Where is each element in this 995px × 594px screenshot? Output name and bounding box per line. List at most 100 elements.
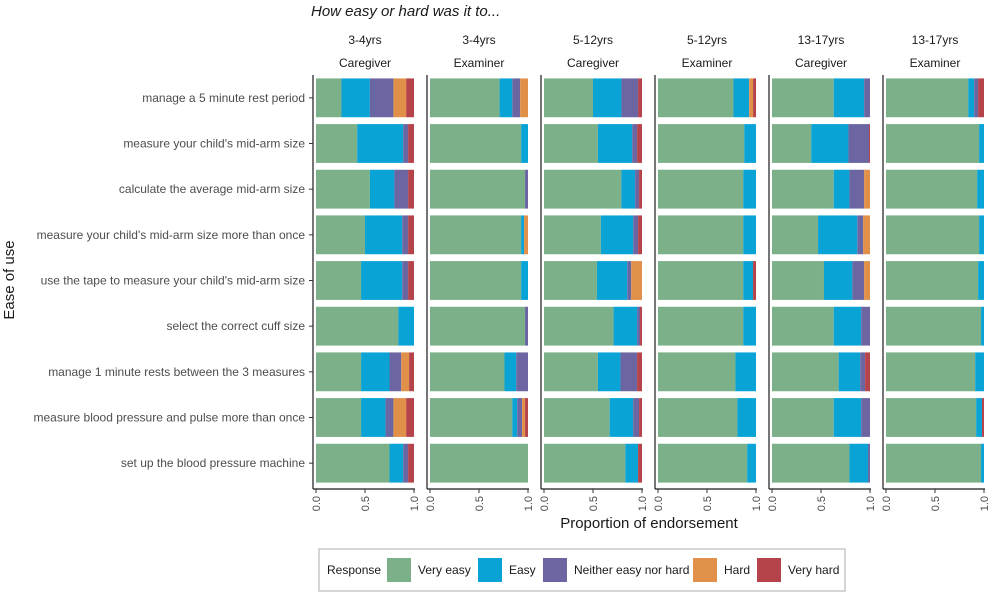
x-tick-label: 0.0 [425, 496, 437, 511]
bar-segment [744, 124, 756, 163]
bar-segment [658, 78, 734, 118]
bar-segment [849, 443, 869, 483]
bar-segment [361, 398, 386, 437]
bar-segment [406, 398, 414, 437]
bar-segment [625, 443, 639, 483]
bar-segment [658, 398, 738, 437]
bar-segment [408, 443, 414, 483]
bar-segment [868, 443, 870, 483]
bar-segment [316, 352, 362, 392]
x-tick-label: 0.0 [311, 496, 323, 511]
bar-segment [609, 398, 634, 437]
bar-segment [406, 78, 414, 118]
bar-segment [772, 261, 824, 300]
bar-segment [658, 124, 745, 163]
facet-rater-label: Caregiver [795, 56, 847, 70]
category-label: manage a 5 minute rest period [142, 91, 305, 105]
bar-segment [743, 169, 756, 209]
bar-segment [833, 78, 865, 118]
bar-segment [430, 352, 505, 392]
facet-age-label: 13-17yrs [912, 33, 959, 47]
bar-segment [772, 124, 812, 163]
legend-label: Neither easy nor hard [574, 563, 689, 577]
bar-segment [861, 306, 870, 346]
category-label: measure your child's mid-arm size more t… [37, 228, 306, 242]
facet-rater-label: Caregiver [339, 56, 391, 70]
category-label: measure your child's mid-arm size [123, 137, 305, 151]
bar-segment [638, 443, 642, 483]
bar-segment [886, 261, 979, 300]
bar-segment [772, 169, 834, 209]
bar-segment [520, 78, 528, 118]
bar-segment [544, 306, 614, 346]
bar-segment [869, 124, 870, 163]
bar-segment [403, 443, 409, 483]
bar-segment [596, 261, 628, 300]
bar-segment [316, 261, 362, 300]
category-label: measure blood pressure and pulse more th… [34, 411, 306, 425]
bar-segment [886, 124, 980, 163]
bar-segment [512, 398, 518, 437]
facet-rater-label: Examiner [682, 56, 733, 70]
bar-segment [525, 398, 528, 437]
legend-label: Very easy [418, 563, 471, 577]
bar-segment [978, 261, 984, 300]
facet-age-label: 5-12yrs [687, 33, 727, 47]
bar-segment [658, 443, 748, 483]
bar-segment [637, 124, 642, 163]
bar-segment [398, 306, 414, 346]
x-tick-label: 1.0 [637, 496, 649, 511]
bar-segment [544, 398, 610, 437]
bar-segment [430, 124, 522, 163]
x-tick-label: 0.5 [588, 496, 600, 511]
bar-segment [621, 78, 639, 118]
legend-label: Very hard [788, 563, 839, 577]
bar-segment [544, 352, 598, 392]
bar-segment [389, 443, 404, 483]
x-tick-label: 0.5 [816, 496, 828, 511]
bar-segment [640, 306, 642, 346]
bar-segment [975, 352, 984, 392]
legend-title: Response [327, 563, 381, 577]
legend-swatch [387, 558, 411, 582]
legend-swatch [693, 558, 717, 582]
x-tick-label: 1.0 [523, 496, 535, 511]
bar-segment [521, 215, 525, 255]
bar-segment [747, 443, 756, 483]
bar-segment [977, 169, 984, 209]
bar-segment [981, 306, 984, 346]
legend-swatch [478, 558, 502, 582]
bar-segment [361, 261, 403, 300]
legend-swatch [757, 558, 781, 582]
bar-segment [979, 215, 984, 255]
bar-segment [409, 352, 414, 392]
bar-segment [403, 124, 409, 163]
x-tick-label: 1.0 [865, 496, 877, 511]
facet-rater-label: Examiner [910, 56, 961, 70]
bar-segment [430, 215, 522, 255]
bar-segment [637, 306, 641, 346]
bar-segment [369, 169, 395, 209]
bar-segment [430, 398, 513, 437]
facet-age-label: 3-4yrs [348, 33, 381, 47]
bar-segment [833, 169, 850, 209]
bar-segment [341, 78, 370, 118]
bar-segment [524, 215, 528, 255]
y-axis-label: Ease of use [1, 240, 18, 319]
legend-label: Easy [509, 563, 536, 577]
bar-segment [525, 169, 528, 209]
bar-segment [849, 169, 865, 209]
category-label: select the correct cuff size [166, 319, 305, 333]
bar-segment [402, 215, 409, 255]
bar-segment [886, 352, 976, 392]
bar-segment [979, 124, 984, 163]
bar-segment [369, 78, 394, 118]
x-tick-label: 1.0 [979, 496, 991, 511]
bar-segment [863, 215, 870, 255]
x-tick-label: 1.0 [409, 496, 421, 511]
category-label: set up the blood pressure machine [121, 456, 305, 470]
bar-segment [408, 169, 414, 209]
bar-segment [544, 215, 601, 255]
x-tick-label: 0.5 [930, 496, 942, 511]
